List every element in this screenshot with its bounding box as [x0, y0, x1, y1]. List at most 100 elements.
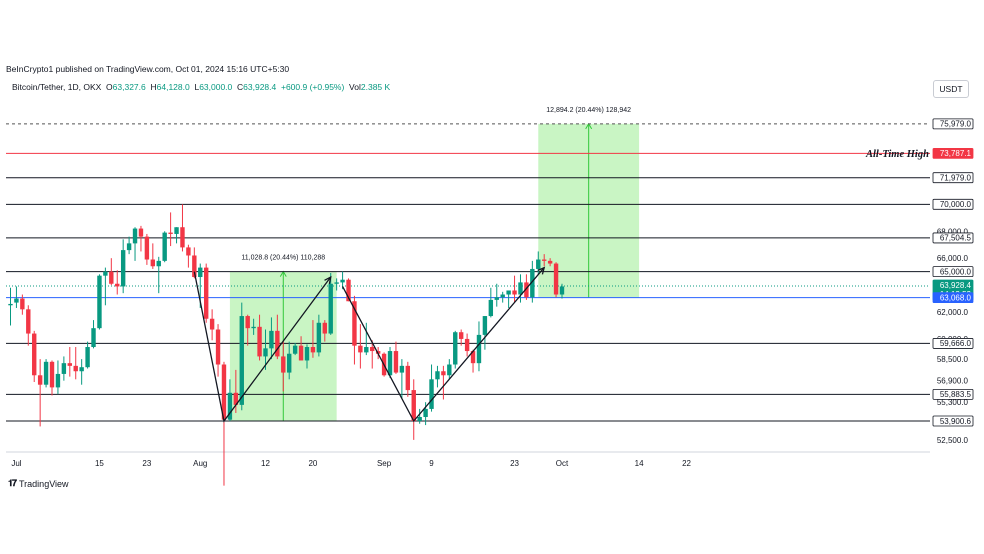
candle-body[interactable] [20, 298, 25, 310]
candle-body[interactable] [292, 345, 298, 354]
candle-body[interactable] [364, 347, 369, 353]
candle-body[interactable] [203, 267, 209, 319]
candle-body[interactable] [14, 298, 19, 303]
candle-body[interactable] [458, 332, 464, 339]
candle-body[interactable] [109, 271, 114, 284]
candle-body[interactable] [488, 299, 494, 317]
candle-body[interactable] [162, 232, 167, 261]
candle-body[interactable] [441, 371, 446, 376]
candle-body[interactable] [393, 351, 399, 373]
candle-body[interactable] [263, 348, 268, 357]
candle-body[interactable] [8, 303, 13, 306]
candle-body[interactable] [370, 347, 375, 352]
x-tick-label: 22 [682, 459, 691, 468]
candle-body[interactable] [298, 345, 304, 361]
candle-body[interactable] [547, 260, 553, 264]
candle-body[interactable] [132, 228, 138, 244]
candle-body[interactable] [120, 250, 126, 287]
candle-body[interactable] [334, 282, 339, 284]
candle-body[interactable] [103, 271, 108, 276]
candle-body[interactable] [453, 332, 458, 365]
trend-path-1[interactable] [193, 271, 332, 423]
candle-body[interactable] [85, 347, 90, 368]
candle-body[interactable] [464, 338, 470, 352]
candle-body[interactable] [55, 373, 61, 388]
candle-body[interactable] [26, 309, 31, 334]
candle-body[interactable] [358, 345, 363, 353]
candle-body[interactable] [192, 255, 197, 278]
candle-body[interactable] [447, 364, 452, 376]
candle-body[interactable] [138, 228, 144, 237]
candle-body[interactable] [43, 361, 49, 385]
candle-body[interactable] [328, 283, 333, 334]
candle-body[interactable] [411, 390, 416, 422]
candle-body[interactable] [281, 356, 286, 373]
candle-body[interactable] [37, 375, 43, 385]
candle-body[interactable] [115, 283, 120, 287]
candle-body[interactable] [126, 243, 132, 251]
candle-body[interactable] [73, 365, 78, 372]
candle-body[interactable] [198, 267, 203, 278]
candle-body[interactable] [97, 275, 102, 329]
trend-path-2[interactable] [342, 267, 545, 423]
candle-body[interactable] [340, 279, 345, 283]
candle-body[interactable] [174, 227, 179, 234]
candle-body[interactable] [91, 328, 96, 348]
candle-body[interactable] [269, 330, 274, 349]
candle-body[interactable] [233, 392, 239, 405]
candle-body[interactable] [239, 316, 244, 405]
candle-body[interactable] [470, 351, 476, 364]
candle-body[interactable] [186, 247, 191, 256]
candle-body[interactable] [346, 279, 351, 302]
candle-body[interactable] [423, 408, 428, 418]
candle-body[interactable] [387, 351, 393, 376]
candle-body[interactable] [399, 365, 405, 373]
symbol-name[interactable]: Bitcoin/Tether, 1D, OKX [12, 82, 102, 92]
candle-body[interactable] [435, 371, 440, 380]
candle-body[interactable] [542, 259, 547, 261]
candle-body[interactable] [524, 282, 529, 298]
candle-body[interactable] [221, 364, 227, 420]
candle-body[interactable] [476, 334, 482, 364]
candle-body[interactable] [405, 365, 411, 391]
candle-body[interactable] [494, 297, 499, 300]
candle-body[interactable] [482, 316, 488, 335]
candle-body[interactable] [180, 227, 185, 248]
candle-body[interactable] [32, 333, 37, 376]
candle-body[interactable] [417, 417, 422, 422]
candle-body[interactable] [304, 347, 310, 361]
candle-body[interactable] [352, 301, 357, 346]
candle-body[interactable] [209, 318, 215, 330]
candle-body[interactable] [559, 286, 565, 295]
candle-body[interactable] [61, 363, 67, 374]
candle-body[interactable] [536, 259, 541, 269]
x-tick-label: 15 [95, 459, 104, 468]
candle-body[interactable] [257, 326, 262, 357]
candle-body[interactable] [518, 282, 523, 295]
candle-body[interactable] [150, 259, 156, 267]
candle-body[interactable] [287, 353, 292, 373]
candle-body[interactable] [245, 316, 250, 329]
candle-body[interactable] [168, 232, 173, 234]
candle-body[interactable] [310, 347, 316, 353]
candle-body[interactable] [506, 290, 511, 295]
low-value: 63,000.0 [199, 82, 233, 92]
candle-body[interactable] [322, 322, 327, 334]
candle-body[interactable] [429, 379, 434, 409]
candle-body[interactable] [67, 363, 72, 366]
candle-body[interactable] [530, 268, 535, 298]
candle-body[interactable] [215, 329, 221, 365]
candle-body[interactable] [227, 392, 233, 420]
candle-body[interactable] [512, 290, 517, 295]
candle-body[interactable] [316, 322, 322, 353]
candle-body[interactable] [156, 260, 161, 267]
candle-body[interactable] [79, 367, 84, 372]
candle-body[interactable] [49, 361, 55, 388]
candle-body[interactable] [500, 294, 505, 298]
candle-body[interactable] [144, 236, 150, 260]
candle-body[interactable] [275, 330, 280, 357]
currency-button[interactable]: USDT [933, 80, 969, 98]
candle-body[interactable] [251, 326, 256, 329]
candle-body[interactable] [553, 263, 559, 295]
